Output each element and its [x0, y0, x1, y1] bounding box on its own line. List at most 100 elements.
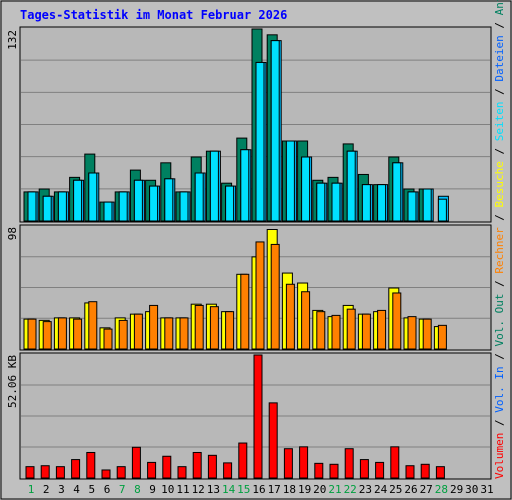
bar-volumen-day-26 [405, 465, 415, 479]
x-tick-day-19: 19 [298, 483, 311, 496]
legend-separator: / [493, 15, 506, 35]
bar-seiten-day-6 [103, 201, 113, 222]
x-tick-day-6: 6 [104, 483, 111, 496]
legend-item-besuche: Besuche [493, 161, 506, 207]
legend-separator: / [493, 413, 506, 433]
x-tick-day-26: 26 [404, 483, 417, 496]
bar-rechner-day-13 [209, 306, 219, 350]
bar-seiten-day-19 [301, 156, 311, 222]
bars-layer [23, 28, 449, 479]
bar-volumen-day-8 [131, 446, 141, 479]
panel3-ymax-label: 52.06 KB [6, 355, 19, 408]
bar-seiten-day-24 [377, 184, 387, 222]
legend-item-vol-in: Vol. In [493, 366, 506, 412]
legend-item-volumen: Volumen [493, 433, 506, 479]
x-tick-day-4: 4 [73, 483, 80, 496]
bar-seiten-day-20 [316, 182, 326, 222]
legend-item-seiten: Seiten [493, 101, 506, 141]
bar-rechner-day-20 [316, 311, 326, 350]
legend-item-dateien: Dateien [493, 35, 506, 81]
bar-rechner-day-25 [392, 292, 402, 350]
x-tick-day-29: 29 [450, 483, 463, 496]
bar-rechner-day-10 [164, 317, 174, 350]
bar-seiten-day-13 [209, 150, 219, 222]
bar-volumen-day-9 [147, 461, 157, 479]
bar-seiten-day-14 [225, 185, 235, 222]
bar-seiten-day-1 [27, 191, 37, 222]
bar-seiten-day-7 [118, 191, 128, 222]
bar-seiten-day-12 [194, 172, 204, 222]
legend-item-rechner: Rechner [493, 227, 506, 274]
bar-rechner-day-26 [407, 316, 417, 350]
bar-rechner-day-28 [437, 324, 447, 350]
bar-volumen-day-27 [420, 463, 430, 479]
bar-rechner-day-11 [179, 317, 189, 350]
x-tick-day-21: 21 [328, 483, 341, 496]
x-tick-day-1: 1 [28, 483, 35, 496]
bar-volumen-day-10 [162, 455, 172, 479]
bar-volumen-day-22 [344, 448, 354, 479]
bar-seiten-day-2 [42, 195, 52, 222]
bar-seiten-day-26 [407, 191, 417, 222]
bar-seiten-day-23 [361, 184, 371, 222]
bar-seiten-day-8 [133, 179, 143, 222]
x-tick-day-9: 9 [149, 483, 156, 496]
x-tick-day-28: 28 [435, 483, 448, 496]
bar-volumen-day-12 [192, 451, 202, 479]
bar-volumen-day-1 [25, 466, 35, 479]
legend-separator: / [493, 82, 506, 102]
bar-volumen-day-28 [435, 466, 445, 479]
bar-volumen-day-25 [390, 446, 400, 479]
x-tick-day-11: 11 [176, 483, 189, 496]
bar-seiten-day-9 [149, 185, 159, 222]
bar-volumen-day-18 [283, 448, 293, 479]
bar-rechner-day-6 [103, 328, 113, 350]
x-tick-day-25: 25 [389, 483, 402, 496]
x-tick-day-5: 5 [88, 483, 95, 496]
bar-rechner-day-14 [225, 311, 235, 350]
bar-volumen-day-15 [238, 442, 248, 479]
bar-rechner-day-23 [361, 313, 371, 350]
bar-rechner-day-12 [194, 304, 204, 350]
x-tick-day-27: 27 [420, 483, 433, 496]
bar-volumen-day-7 [116, 466, 126, 479]
legend-separator: / [493, 141, 506, 161]
x-tick-day-31: 31 [480, 483, 493, 496]
bar-seiten-day-18 [285, 140, 295, 222]
x-tick-day-3: 3 [58, 483, 65, 496]
chart-title: Tages-Statistik im Monat Februar 2026 [20, 8, 287, 22]
x-tick-day-30: 30 [465, 483, 478, 496]
bar-seiten-day-15 [240, 149, 250, 222]
bar-rechner-day-19 [301, 291, 311, 350]
bar-volumen-day-14 [223, 462, 233, 479]
x-tick-day-24: 24 [374, 483, 388, 496]
bar-seiten-day-16 [255, 61, 265, 222]
bar-volumen-day-3 [55, 466, 65, 479]
bar-rechner-day-7 [118, 319, 128, 350]
x-tick-day-17: 17 [268, 483, 281, 496]
bar-seiten-day-4 [73, 179, 83, 222]
bar-rechner-day-4 [73, 318, 83, 350]
x-tick-day-8: 8 [134, 483, 141, 496]
bar-rechner-day-18 [285, 283, 295, 350]
bar-rechner-day-16 [255, 241, 265, 350]
bar-volumen-day-17 [268, 402, 278, 479]
bar-volumen-day-19 [299, 446, 309, 479]
bar-rechner-day-2 [42, 321, 52, 350]
bar-rechner-day-15 [240, 273, 250, 350]
x-tick-day-14: 14 [222, 483, 236, 496]
x-tick-day-23: 23 [359, 483, 372, 496]
legend-item-vol-out: Vol. Out [493, 294, 506, 347]
x-tick-day-18: 18 [283, 483, 296, 496]
legend-separator: / [493, 347, 506, 367]
x-tick-day-16: 16 [252, 483, 265, 496]
bar-volumen-day-13 [207, 454, 217, 479]
bar-volumen-day-5 [86, 451, 96, 479]
bar-volumen-day-2 [40, 465, 50, 479]
x-tick-day-20: 20 [313, 483, 326, 496]
bar-rechner-day-17 [270, 243, 280, 350]
bar-volumen-day-20 [314, 462, 324, 479]
x-tick-day-12: 12 [192, 483, 205, 496]
